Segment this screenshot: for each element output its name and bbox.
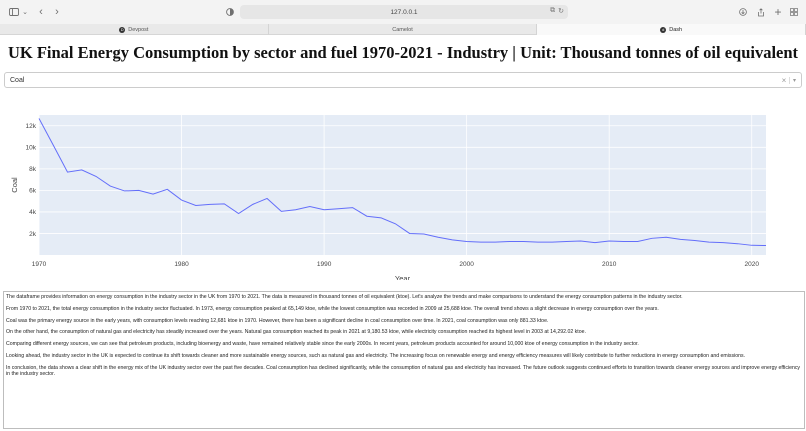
tab-dash[interactable]: d Dash [537, 24, 806, 35]
tab-strip: D Devpost Camelot d Dash [0, 24, 806, 35]
x-tick-label: 1980 [174, 261, 189, 268]
share-icon[interactable] [756, 5, 766, 19]
x-tick-label: 1990 [317, 261, 332, 268]
download-icon[interactable] [738, 5, 748, 19]
y-axis-label: Coal [10, 177, 19, 193]
summary-paragraph: Coal was the primary energy source in th… [6, 317, 549, 324]
new-tab-icon[interactable]: + [774, 5, 782, 19]
tab-camelot[interactable]: Camelot [269, 24, 538, 35]
dropdown-selected-value: Coal [10, 76, 25, 84]
plot-area [39, 115, 766, 255]
fuel-dropdown[interactable]: Coal × ▾ [4, 72, 802, 88]
tab-label: Devpost [128, 26, 149, 33]
summary-paragraph: On the other hand, the consumption of na… [6, 329, 586, 336]
x-tick-label: 2010 [602, 261, 617, 268]
tab-devpost[interactable]: D Devpost [0, 24, 269, 35]
back-icon[interactable]: ‹ [39, 6, 43, 18]
x-tick-label: 2000 [459, 261, 474, 268]
analysis-textarea[interactable]: The dataframe provides information on en… [3, 291, 805, 429]
y-tick-label: 10k [26, 145, 37, 152]
browser-toolbar: ⌄ ‹ › 127.0.0.1 ⧉ ↻ + [0, 0, 806, 24]
summary-paragraph: Comparing different energy sources, we c… [6, 341, 639, 348]
reload-icon[interactable]: ↻ [558, 8, 564, 15]
y-tick-label: 6k [29, 188, 37, 195]
shield-icon[interactable] [225, 5, 235, 19]
address-text: 127.0.0.1 [390, 8, 418, 16]
chevron-down-icon[interactable]: ▾ [789, 76, 799, 84]
page-title: UK Final Energy Consumption by sector an… [7, 43, 799, 62]
translate-icon[interactable]: ⧉ [550, 7, 556, 14]
coal-line-chart[interactable]: 1970 1980 1990 2000 2010 2020 2k 4k 6k 8k 10k 12k … [0, 100, 806, 283]
clear-icon[interactable]: × [781, 75, 787, 85]
chevron-down-icon[interactable]: ⌄ [22, 9, 28, 16]
y-tick-label: 8k [29, 166, 37, 173]
summary-paragraph: In conclusion, the data shows a clear sh… [6, 364, 801, 377]
address-bar[interactable]: 127.0.0.1 ⧉ ↻ [240, 5, 568, 19]
chart-svg: 1970 1980 1990 2000 2010 2020 2k4k6k8k10k12k … [10, 115, 767, 283]
dash-favicon-icon: d [660, 26, 667, 33]
summary-paragraph: The dataframe provides information on en… [6, 294, 683, 300]
summary-paragraph: Looking ahead, the industry sector in th… [6, 352, 746, 359]
forward-icon[interactable]: › [55, 6, 59, 18]
sidebar-toggle-icon[interactable] [8, 5, 20, 19]
y-tick-label: 2k [29, 231, 37, 238]
tab-overview-icon[interactable] [789, 5, 799, 19]
y-tick-label: 4k [29, 209, 37, 216]
tab-label: Camelot [392, 26, 413, 33]
x-axis-label: Year [395, 274, 411, 280]
summary-paragraph: From 1970 to 2021, the total energy cons… [6, 305, 659, 312]
devpost-favicon-icon: D [119, 26, 126, 33]
coal-series-line[interactable] [38, 118, 767, 247]
y-tick-label: 12k [26, 123, 37, 130]
x-tick-label: 1970 [32, 261, 47, 268]
x-tick-label: 2020 [745, 261, 760, 268]
tab-label: Dash [669, 26, 683, 33]
